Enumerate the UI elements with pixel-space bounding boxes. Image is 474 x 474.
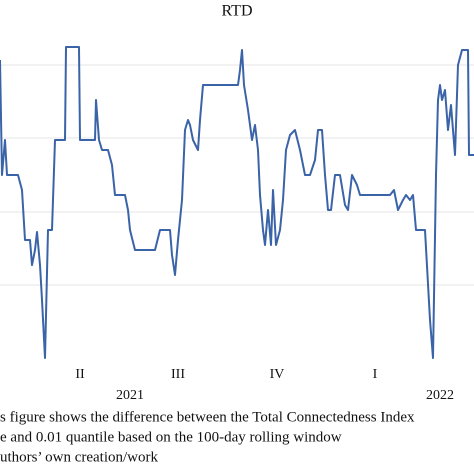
x-tick-label: I (373, 367, 378, 382)
caption-line: s figure shows the difference between th… (0, 409, 415, 425)
x-tick-label: II (75, 367, 85, 382)
x-tick-label: III (171, 367, 185, 382)
x-year-label: 2021 (116, 388, 144, 403)
caption-line: e and 0.01 quantile based on the 100-day… (0, 429, 342, 445)
caption-line: uthors’ own creation/work (0, 449, 159, 465)
chart-title: RTD (221, 3, 252, 20)
x-tick-label: IV (270, 367, 285, 382)
data-line (0, 46, 474, 359)
x-year-label: 2022 (426, 388, 454, 403)
